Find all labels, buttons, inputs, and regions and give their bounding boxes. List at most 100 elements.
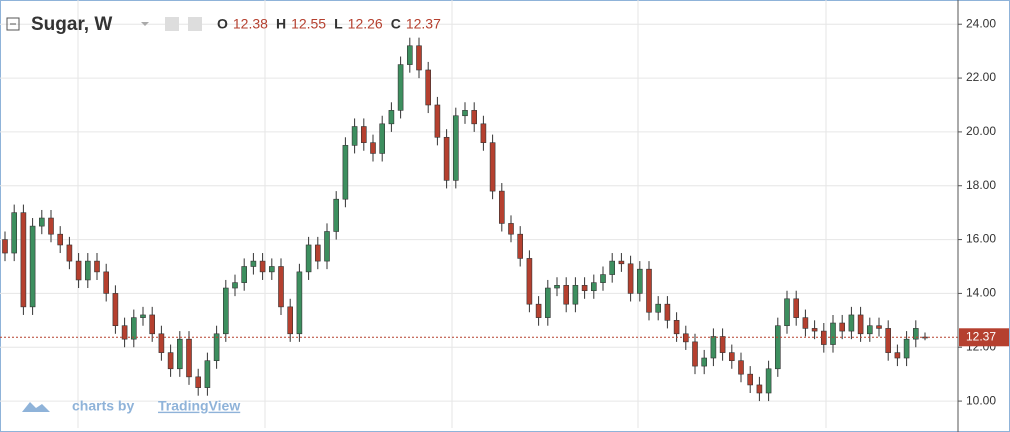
candle-body — [572, 285, 579, 305]
candle-body — [425, 69, 432, 106]
candle-body — [103, 271, 109, 294]
candle-body — [232, 282, 238, 289]
candle-body — [554, 285, 560, 289]
last-price-tag — [959, 328, 1009, 347]
candle-body — [75, 260, 82, 281]
candle-body — [278, 266, 284, 308]
candle-body — [563, 285, 570, 305]
candle-body — [517, 233, 524, 259]
candle-body — [379, 123, 386, 154]
candle-body — [360, 126, 367, 143]
candle-body — [784, 298, 790, 327]
candle-body — [830, 322, 836, 345]
ohlc-key: H — [276, 16, 286, 32]
candle-body — [526, 258, 533, 305]
candle-body — [11, 212, 17, 254]
candle-body — [158, 333, 165, 353]
ohlc-value: 12.26 — [348, 16, 383, 32]
candle-body — [535, 303, 542, 318]
candle-body — [149, 314, 155, 335]
candle-body — [793, 298, 800, 318]
candle-body — [20, 212, 27, 308]
candle-body — [443, 136, 450, 181]
candle-body — [296, 271, 303, 335]
candle-body — [388, 110, 395, 125]
last-price-label: 12.37 — [966, 329, 996, 343]
candle-body — [351, 126, 358, 146]
candle-body — [462, 110, 468, 117]
symbol-title: Sugar, W — [31, 14, 112, 35]
eye-icon[interactable] — [165, 17, 179, 31]
candle-body — [177, 338, 183, 370]
candle-body — [903, 338, 910, 359]
candle-body — [85, 260, 91, 281]
candle-body — [66, 244, 73, 262]
candle-body — [811, 328, 818, 332]
ohlc-key: L — [334, 16, 343, 32]
candle-body — [167, 352, 174, 370]
settings-icon[interactable] — [188, 17, 202, 31]
candle-body — [664, 303, 671, 321]
candle-body — [342, 145, 349, 200]
candle-body — [259, 260, 266, 273]
watermark-brand[interactable]: TradingView — [158, 398, 240, 414]
candle-body — [471, 110, 478, 125]
candle-body — [600, 274, 606, 283]
ohlc-key: C — [391, 16, 401, 32]
candle-body — [112, 293, 119, 327]
candle-body — [701, 357, 708, 367]
y-tick-label: 22.00 — [966, 70, 996, 84]
candle-body — [38, 217, 45, 227]
ohlc-value: 12.38 — [233, 16, 268, 32]
ohlc-legend: O 12.38 H 12.55 L 12.26 C 12.37 — [217, 16, 441, 32]
candle-body — [655, 303, 662, 313]
candle-body — [223, 287, 229, 335]
watermark: charts by — [72, 398, 134, 414]
candle-body — [48, 217, 54, 235]
candle-body — [287, 306, 294, 335]
candle-body — [627, 263, 634, 294]
candle-body — [241, 266, 247, 283]
watermark-logo — [22, 402, 50, 412]
candle-body — [480, 123, 487, 143]
candle-body — [314, 244, 321, 262]
candle-body — [324, 231, 330, 262]
candle-body — [140, 314, 146, 318]
y-tick-label: 16.00 — [966, 232, 996, 246]
candle-body — [416, 45, 422, 71]
candle-body — [820, 330, 827, 345]
candle-body — [866, 325, 873, 335]
candle-body — [498, 190, 505, 224]
dropdown-arrow[interactable] — [141, 22, 149, 26]
collapse-icon[interactable] — [6, 17, 20, 31]
candle-body — [802, 317, 809, 329]
candle-body — [2, 239, 8, 254]
candle-body — [682, 333, 689, 343]
candle-body — [186, 338, 192, 378]
y-tick-label: 20.00 — [966, 124, 996, 138]
candle-body — [121, 325, 128, 340]
candle-body — [765, 368, 772, 394]
candle-body — [857, 314, 864, 335]
candle-body — [885, 328, 892, 353]
candle-body — [268, 266, 275, 273]
candle-body — [204, 360, 211, 388]
candle-body — [636, 268, 643, 294]
candle-body — [894, 352, 901, 359]
candle-body — [333, 198, 340, 232]
candle-body — [195, 376, 201, 388]
candle-body — [406, 45, 413, 65]
y-tick-label: 14.00 — [966, 286, 996, 300]
candle-body — [434, 104, 441, 138]
candle-body — [719, 336, 726, 353]
candle-body — [774, 325, 781, 370]
candle-body — [29, 225, 36, 308]
candle-body — [876, 325, 882, 329]
candle-body — [747, 373, 754, 386]
candle-body — [250, 260, 257, 267]
candle-body — [489, 142, 496, 192]
candle-body — [508, 223, 514, 235]
time-grid — [77, 0, 827, 428]
candle-body — [94, 260, 100, 273]
candle-body — [57, 233, 64, 246]
